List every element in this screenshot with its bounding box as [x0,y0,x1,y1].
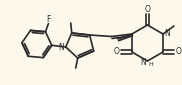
Text: F: F [46,15,51,24]
Text: O: O [114,48,119,57]
Text: N: N [164,28,170,37]
Text: N: N [58,42,64,52]
Text: N: N [141,58,147,67]
Text: O: O [145,5,150,14]
Text: H: H [148,62,153,67]
Text: O: O [175,48,181,57]
